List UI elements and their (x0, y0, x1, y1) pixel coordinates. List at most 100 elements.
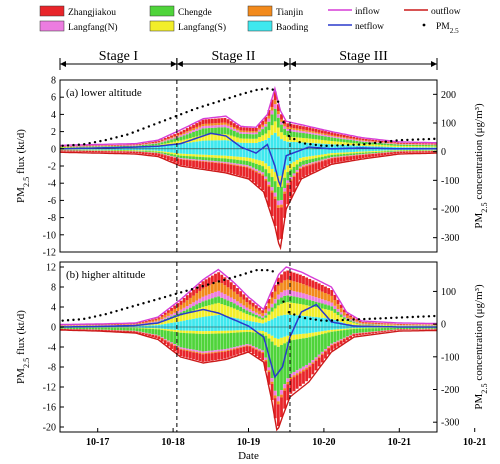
bar-pos-tianjin (144, 321, 148, 323)
bar-neg-baoding (314, 327, 318, 333)
bar-pos-langfang_s (223, 133, 227, 141)
bar-pos-chengde (342, 317, 346, 320)
bar-neg-baoding (324, 327, 327, 331)
bar-pos-chengde (261, 317, 265, 320)
bar-pos-langfang_n (314, 297, 318, 302)
bar-neg-langfang_s (207, 155, 211, 158)
bar-pos-langfang_n (198, 127, 202, 130)
bar-neg-chengde (226, 158, 230, 163)
bar-neg-baoding (273, 327, 277, 338)
bar-neg-tianjin (276, 401, 280, 405)
bar-neg-zhangjiakou (220, 352, 224, 360)
bar-pos-langfang_n (245, 307, 249, 311)
bar-pos-zhangjiakou (107, 145, 111, 146)
bar-neg-zhangjiakou (100, 151, 104, 153)
bar-neg-zhangjiakou (418, 329, 422, 330)
bar-neg-baoding (248, 148, 252, 158)
bar-pos-zhangjiakou (267, 110, 271, 116)
bar-pos-baoding (352, 145, 356, 149)
pm25-point (61, 319, 64, 322)
bar-neg-baoding (270, 327, 274, 336)
bar-neg-langfang_n (173, 344, 177, 346)
bar-pos-baoding (346, 145, 349, 149)
bar-pos-chengde (276, 299, 280, 306)
bar-pos-tianjin (405, 324, 409, 326)
bar-pos-chengde (204, 300, 208, 307)
bar-pos-langfang_n (254, 312, 258, 315)
y2tick-label: 0 (441, 147, 446, 158)
bar-neg-zhangjiakou (314, 360, 318, 371)
bar-neg-zhangjiakou (270, 192, 274, 217)
bar-neg-baoding (374, 327, 378, 328)
bar-pos-tianjin (333, 135, 337, 137)
bar-pos-tianjin (314, 131, 318, 134)
bar-neg-langfang_s (154, 150, 158, 152)
panel-frame (59, 79, 438, 253)
bar-neg-langfang_s (229, 156, 233, 160)
bar-pos-langfang_s (214, 134, 217, 141)
bar-neg-chengde (320, 334, 324, 352)
bar-pos-langfang_s (405, 145, 409, 148)
bar-pos-langfang_n (317, 133, 321, 136)
bar-pos-chengde (170, 139, 173, 143)
bar-pos-chengde (292, 296, 296, 304)
bar-neg-zhangjiakou (292, 176, 296, 193)
bar-pos-langfang_s (320, 139, 324, 144)
bar-neg-zhangjiakou (148, 334, 151, 337)
bar-pos-baoding (305, 316, 309, 327)
bar-neg-langfang_s (295, 334, 299, 340)
bar-neg-tianjin (258, 172, 261, 174)
pm25-point (406, 138, 409, 142)
bar-pos-zhangjiakou (179, 131, 183, 135)
bar-pos-baoding (116, 147, 120, 149)
bar-pos-zhangjiakou (355, 137, 359, 140)
bar-pos-tianjin (223, 285, 227, 295)
bar-pos-zhangjiakou (298, 274, 302, 284)
bar-neg-langfang_n (330, 157, 334, 158)
bar-pos-baoding (308, 142, 312, 149)
bar-pos-langfang_n (302, 293, 305, 299)
bar-pos-langfang_n (195, 300, 199, 305)
bar-pos-baoding (185, 319, 189, 327)
bar-pos-chengde (258, 131, 261, 138)
bar-pos-chengde (254, 134, 258, 139)
bar-neg-langfang_s (283, 336, 287, 344)
bar-neg-zhangjiakou (251, 170, 255, 183)
bar-neg-baoding (229, 327, 233, 331)
bar-pos-langfang_s (390, 325, 393, 327)
bar-pos-langfang_s (214, 303, 217, 316)
bar-neg-tianjin (298, 371, 302, 374)
bar-neg-baoding (302, 327, 305, 334)
bar-neg-baoding (320, 148, 324, 155)
bar-neg-langfang_s (214, 155, 217, 158)
bar-pos-langfang_s (434, 146, 437, 148)
bar-pos-langfang_n (176, 136, 180, 138)
bar-neg-zhangjiakou (336, 342, 340, 347)
pm25-point (352, 318, 355, 321)
bar-neg-langfang_s (368, 151, 371, 153)
bar-pos-baoding (415, 147, 418, 149)
ytick-label: -8 (48, 363, 56, 374)
bar-neg-langfang_s (358, 151, 362, 153)
bar-neg-tianjin (217, 162, 221, 164)
bar-neg-chengde (75, 327, 79, 330)
bar-pos-chengde (236, 305, 239, 310)
bar-neg-chengde (364, 328, 368, 333)
bar-pos-langfang_n (261, 126, 265, 130)
bar-pos-langfang_s (393, 145, 397, 147)
bar-neg-zhangjiakou (226, 164, 230, 173)
bar-pos-zhangjiakou (232, 123, 236, 128)
bar-pos-baoding (248, 321, 252, 327)
bar-neg-baoding (226, 148, 230, 156)
bar-neg-baoding (298, 148, 302, 159)
bar-pos-chengde (311, 134, 315, 139)
bar-neg-baoding (154, 327, 158, 329)
bar-pos-langfang_s (427, 146, 431, 148)
bar-pos-chengde (91, 146, 95, 148)
bar-neg-chengde (217, 158, 221, 162)
bar-neg-langfang_n (239, 345, 243, 347)
pm25-point (72, 318, 75, 322)
bar-neg-baoding (330, 327, 334, 330)
bar-neg-langfang_s (308, 333, 312, 338)
bar-pos-zhangjiakou (248, 300, 252, 305)
